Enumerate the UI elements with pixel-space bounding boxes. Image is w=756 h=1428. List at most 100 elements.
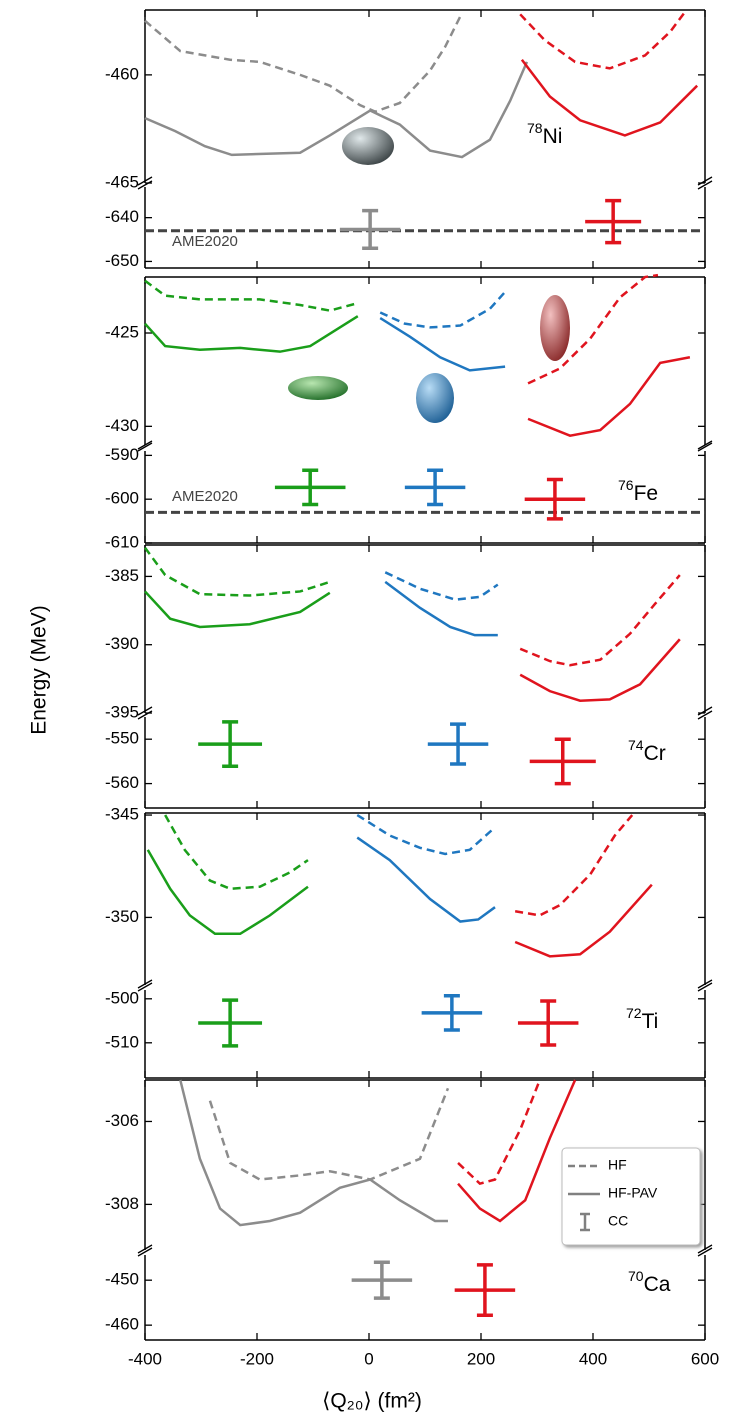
curve [519, 638, 681, 702]
axis-break [137, 1244, 153, 1254]
y-tick-label: -640 [105, 207, 139, 226]
axis-break [697, 176, 713, 186]
y-tick-label: -430 [105, 416, 139, 435]
axis-break [137, 442, 153, 452]
curve [208, 1087, 450, 1181]
nucleus-mass: 78 [527, 120, 543, 136]
y-tick-label: -590 [105, 445, 139, 464]
x-tick-label: -200 [240, 1349, 274, 1368]
y-tick-label: -395 [105, 702, 139, 721]
y-tick-label: -345 [105, 805, 139, 824]
axis-break [697, 710, 713, 720]
curve [384, 571, 499, 601]
axis-break [137, 979, 153, 989]
shape-prolate [416, 373, 454, 423]
curve [379, 317, 506, 372]
y-tick-label: -450 [105, 1270, 139, 1289]
reference-label: AME2020 [172, 233, 238, 250]
y-tick-label: -510 [105, 1032, 139, 1051]
curve [144, 15, 462, 113]
shape-oblate [288, 376, 348, 400]
curve [527, 273, 659, 385]
curve [146, 849, 309, 936]
nucleus-mass: 74 [628, 737, 644, 753]
legend-label: HF-PAV [608, 1185, 658, 1201]
axis-break [697, 442, 713, 452]
legend-label: HF [608, 1157, 627, 1173]
axis-break [697, 440, 713, 450]
axis-break [137, 706, 153, 716]
y-tick-label: -560 [105, 773, 139, 792]
y-tick-label: -465 [105, 172, 139, 191]
x-tick-label: -400 [128, 1349, 162, 1368]
y-tick-label: -600 [105, 489, 139, 508]
y-tick-label: -390 [105, 634, 139, 653]
curve [179, 1079, 448, 1227]
nucleus-symbol: Ti [642, 1010, 659, 1033]
curve [520, 58, 699, 137]
nucleus-symbol: Ca [644, 1273, 671, 1296]
legend-label: CC [608, 1213, 628, 1229]
nucleus-label: 74Cr [628, 737, 666, 765]
nucleus-label: 76Fe [618, 477, 658, 505]
y-tick-label: -550 [105, 729, 139, 748]
nucleus-symbol: Ni [543, 125, 563, 148]
curve [164, 814, 309, 891]
x-tick-label: 0 [364, 1349, 373, 1368]
shape-spherical [342, 127, 394, 165]
axis-break [697, 706, 713, 716]
y-tick-label: -460 [105, 1315, 139, 1334]
nucleus-label: 70Ca [628, 1268, 671, 1296]
axis-break [137, 982, 153, 992]
curve [144, 279, 359, 312]
shape-prolate-large [540, 295, 570, 361]
curve [143, 546, 331, 597]
curve [519, 574, 681, 667]
y-tick-label: -385 [105, 566, 139, 585]
curve [379, 291, 507, 329]
y-tick-label: -460 [105, 64, 139, 83]
nucleus-label: 72Ti [626, 1005, 658, 1033]
axis-break [137, 1247, 153, 1257]
curve [527, 356, 691, 437]
y-tick-label: -500 [105, 988, 139, 1007]
y-tick-label: -306 [105, 1111, 139, 1130]
axis-break [137, 710, 153, 720]
curve [356, 836, 496, 923]
y-tick-label: -425 [105, 322, 139, 341]
y-axis-label: Energy (MeV) [28, 605, 51, 735]
curve [356, 813, 496, 856]
y-tick-label: -610 [105, 532, 139, 551]
nucleus-mass: 76 [618, 477, 634, 493]
axis-break [697, 979, 713, 989]
axis-break [137, 440, 153, 450]
y-tick-label: -650 [105, 251, 139, 270]
curve [457, 1079, 541, 1186]
reference-label: AME2020 [172, 488, 238, 505]
curve [514, 814, 634, 917]
nucleus-mass: 70 [628, 1268, 644, 1284]
axis-break [697, 180, 713, 190]
y-tick-label: -350 [105, 907, 139, 926]
x-tick-label: 400 [579, 1349, 607, 1368]
curve [144, 61, 529, 159]
curve [144, 315, 359, 353]
axis-break [697, 1244, 713, 1254]
curve [384, 580, 498, 637]
nucleus-label: 78Ni [527, 120, 562, 148]
x-tick-label: 600 [691, 1349, 719, 1368]
nucleus-mass: 72 [626, 1005, 642, 1021]
axis-break [697, 982, 713, 992]
nucleus-symbol: Fe [634, 482, 659, 505]
curve [514, 883, 653, 958]
x-tick-label: 200 [467, 1349, 495, 1368]
curve [457, 1079, 577, 1223]
axis-break [137, 176, 153, 186]
y-tick-label: -308 [105, 1194, 139, 1213]
legend-box [561, 1147, 701, 1246]
nucleus-symbol: Cr [644, 742, 666, 765]
curve [144, 590, 331, 629]
axis-break [137, 180, 153, 190]
axis-break [697, 1247, 713, 1257]
